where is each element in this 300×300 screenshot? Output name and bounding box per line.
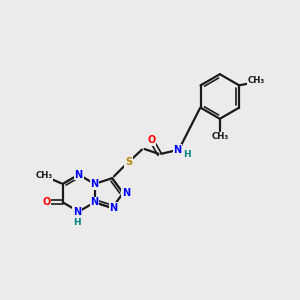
Text: S: S <box>125 157 132 167</box>
Text: CH₃: CH₃ <box>36 171 53 180</box>
Text: H: H <box>183 150 191 159</box>
Text: N: N <box>75 170 83 180</box>
Text: N: N <box>110 203 118 213</box>
Text: CH₃: CH₃ <box>248 76 265 85</box>
Text: O: O <box>147 135 155 145</box>
Text: N: N <box>122 188 130 198</box>
Text: N: N <box>91 179 99 189</box>
Text: H: H <box>74 218 81 227</box>
Text: N: N <box>73 206 81 217</box>
Text: N: N <box>173 145 181 155</box>
Text: N: N <box>91 197 99 207</box>
Text: CH₃: CH₃ <box>211 132 229 141</box>
Text: O: O <box>42 197 50 207</box>
